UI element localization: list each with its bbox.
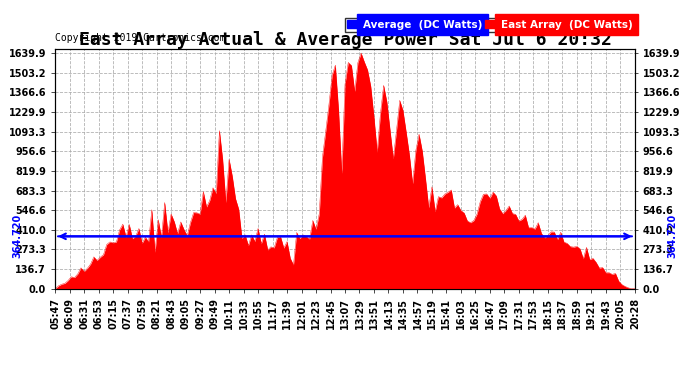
Text: 364.720: 364.720: [12, 214, 23, 258]
Legend: Average  (DC Watts), East Array  (DC Watts): Average (DC Watts), East Array (DC Watts…: [345, 18, 635, 32]
Text: 364.720: 364.720: [667, 214, 678, 258]
Title: East Array Actual & Average Power Sat Jul 6 20:32: East Array Actual & Average Power Sat Ju…: [79, 31, 611, 49]
Text: Copyright 2019 Cartronics.com: Copyright 2019 Cartronics.com: [55, 33, 226, 43]
